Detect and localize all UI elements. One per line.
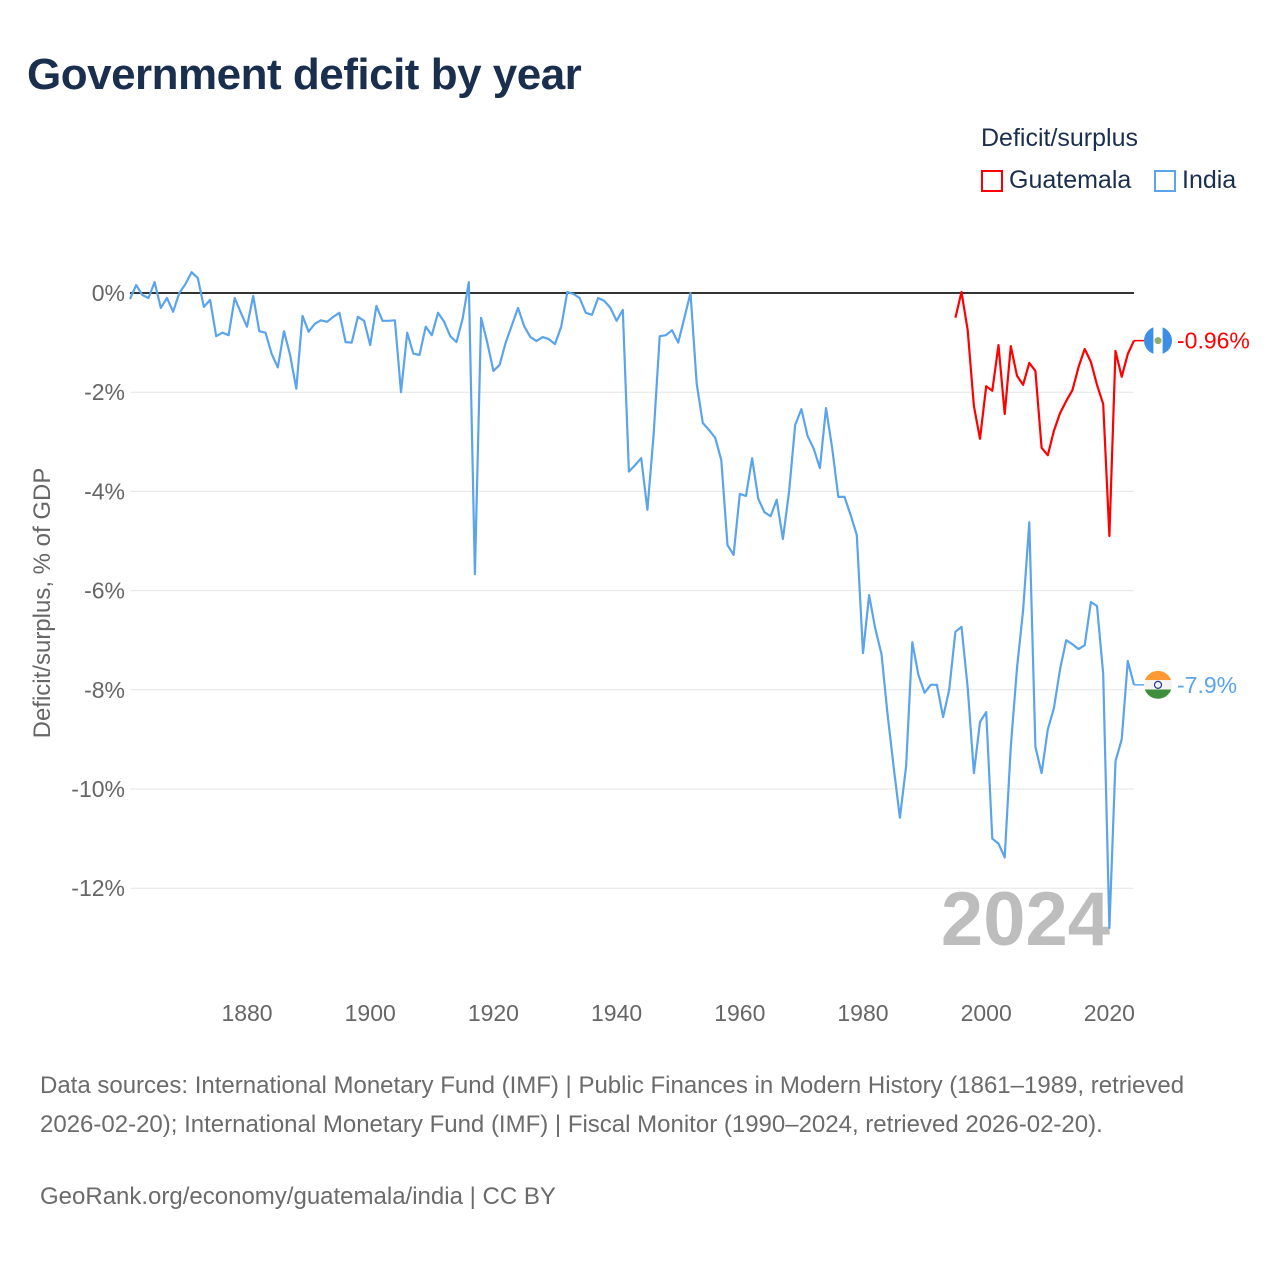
flag-india-icon [1144,670,1172,699]
end-value-label: -0.96% [1177,328,1250,354]
legend-swatch-guatemala [981,169,1003,192]
legend-item-india[interactable]: India [1154,166,1236,195]
legend-label: India [1182,166,1237,194]
legend-swatch-india [1154,169,1176,192]
y-tick-label: -12% [71,875,125,901]
x-tick-label: 1900 [345,1000,396,1026]
data-sources: Data sources: International Monetary Fun… [40,1072,1185,1138]
x-tick-label: 1940 [591,1000,642,1026]
year-label: 2024 [941,877,1110,962]
x-tick-label: 1920 [468,1000,519,1026]
y-tick-label: -10% [71,776,125,802]
x-tick-label: 2020 [1084,1000,1135,1026]
y-tick-label: 0% [92,280,125,306]
legend-title: Deficit/surplus [981,124,1138,152]
x-tick-label: 1980 [837,1000,888,1026]
y-tick-label: -2% [84,379,125,405]
x-tick-label: 2000 [961,1000,1012,1026]
y-tick-label: -6% [84,578,125,604]
end-value-label: -7.9% [1177,672,1237,698]
x-tick-label: 1960 [714,1000,765,1026]
x-tick-label: 1880 [221,1000,272,1026]
legend-label: Guatemala [1009,166,1132,194]
y-tick-label: -4% [84,478,125,504]
y-tick-label: -8% [84,677,125,703]
flag-guatemala-icon [1144,326,1172,355]
series-line-india [128,271,1136,930]
chart-title: Government deficit by year [27,50,582,99]
legend-item-guatemala[interactable]: Guatemala [981,166,1131,195]
series-line-guatemala [954,290,1135,538]
credit-link[interactable]: GeoRank.org/economy/guatemala/india | CC… [40,1183,556,1210]
y-axis-label: Deficit/surplus, % of GDP [29,468,56,739]
